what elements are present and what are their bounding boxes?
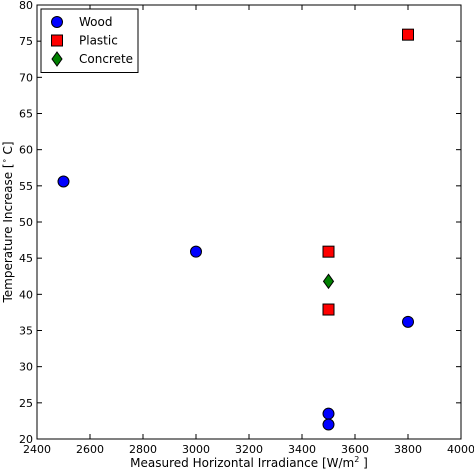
wood-point — [322, 418, 335, 431]
legend-label-plastic: Plastic — [79, 34, 118, 48]
y-tick-label: 35 — [19, 325, 33, 338]
wood-point — [322, 407, 335, 420]
y-tick-label: 70 — [19, 71, 33, 84]
x-axis-label-main: Measured Horizontal Irradiance [W/m — [130, 456, 354, 469]
x-tick-label: 2400 — [23, 443, 51, 456]
y-axis-label-main: Temperature Increase [ — [1, 163, 15, 303]
x-tick-label: 4000 — [447, 443, 474, 456]
y-tick-label: 75 — [19, 35, 33, 48]
y-axis-label-superscript: ∘ — [0, 158, 9, 163]
y-axis-label: Temperature Increase [∘ C] — [0, 142, 15, 304]
x-axis-label-suffix: ] — [359, 456, 368, 469]
wood-point — [57, 175, 70, 188]
axis-ticks: 2400 2600 2800 3000 3200 3400 3600 3800 4000 20 25… — [19, 0, 474, 456]
y-tick-label: 50 — [19, 216, 33, 229]
y-tick-label: 30 — [19, 361, 33, 374]
x-axis-label: Measured Horizontal Irradiance [W/m2 ] — [130, 455, 368, 469]
plastic-point — [402, 28, 414, 41]
y-tick-label: 65 — [19, 108, 33, 121]
x-tick-label: 2800 — [129, 443, 157, 456]
legend-label-wood: Wood — [79, 15, 112, 29]
markers-layer — [57, 28, 414, 431]
x-tick-label: 2600 — [76, 443, 104, 456]
legend: Wood Plastic Concrete — [40, 8, 139, 73]
y-tick-label: 40 — [19, 288, 33, 301]
y-axis-label-suffix: C] — [1, 142, 15, 159]
plastic-point — [322, 303, 335, 316]
y-tick-label: 55 — [19, 180, 33, 193]
legend-marker-concrete — [51, 51, 63, 67]
y-tick-label: 25 — [19, 397, 33, 410]
x-tick-label: 3200 — [235, 443, 263, 456]
wood-point — [190, 245, 202, 258]
x-tick-label: 3400 — [288, 443, 316, 456]
concrete-point — [322, 273, 335, 290]
legend-label-concrete: Concrete — [79, 52, 133, 66]
y-tick-label: 45 — [19, 252, 33, 265]
y-tick-label: 20 — [19, 433, 33, 446]
y-tick-label: 60 — [19, 144, 33, 157]
wood-point — [402, 315, 414, 328]
x-tick-label: 3600 — [341, 443, 369, 456]
legend-marker-wood — [51, 16, 63, 28]
x-tick-label: 3000 — [182, 443, 210, 456]
legend-marker-plastic — [51, 34, 63, 47]
x-tick-label: 3800 — [394, 443, 422, 456]
x-axis-label-superscript: 2 — [354, 455, 359, 464]
plastic-point — [322, 245, 335, 258]
y-tick-label: 80 — [19, 0, 33, 12]
